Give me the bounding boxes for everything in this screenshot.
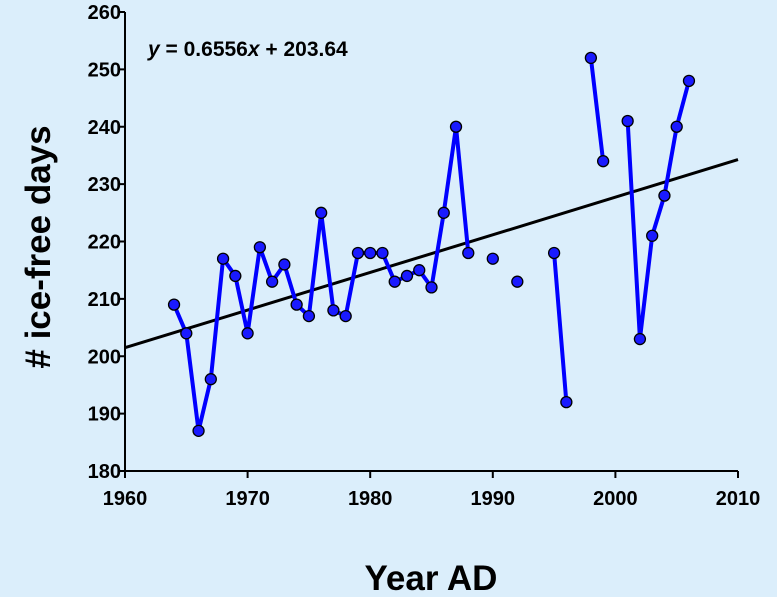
data-point bbox=[351, 246, 365, 260]
series-line bbox=[172, 124, 471, 433]
y-tick-label: 180 bbox=[88, 461, 121, 483]
data-point bbox=[413, 264, 426, 277]
x-tick-label: 2000 bbox=[593, 488, 638, 510]
ticks-layer: 1960 1970 1980 1990 2000 2010 180 190 200 210 220 2… bbox=[88, 2, 761, 510]
x-tick-label: 1970 bbox=[225, 488, 270, 510]
data-point bbox=[425, 281, 438, 294]
series-line bbox=[625, 78, 691, 342]
data-point bbox=[596, 155, 610, 168]
data-point bbox=[265, 275, 279, 288]
data-point bbox=[302, 309, 316, 323]
x-tick-label: 1980 bbox=[348, 488, 393, 510]
data-point bbox=[547, 246, 561, 260]
data-point bbox=[229, 269, 242, 283]
y-tick-label: 210 bbox=[88, 289, 121, 311]
y-axis-title: # ice-free days bbox=[19, 125, 58, 368]
data-point bbox=[658, 189, 671, 202]
data-point bbox=[621, 114, 634, 128]
series-line bbox=[588, 55, 606, 164]
data-point bbox=[376, 246, 389, 260]
data-point bbox=[682, 74, 696, 87]
data-point bbox=[486, 252, 499, 265]
data-point bbox=[167, 298, 181, 311]
data-point bbox=[241, 327, 254, 340]
data-point bbox=[388, 275, 401, 288]
data-point bbox=[437, 206, 450, 219]
regression-equation: y = 0.6556x + 203.64 bbox=[147, 38, 348, 61]
data-point bbox=[204, 373, 217, 386]
axes-layer bbox=[124, 12, 738, 472]
data-point bbox=[511, 275, 524, 288]
data-point bbox=[327, 304, 340, 317]
data-point bbox=[180, 327, 193, 340]
data-point bbox=[462, 246, 475, 260]
x-tick-label: 2010 bbox=[716, 488, 761, 510]
y-tick-label: 240 bbox=[88, 117, 121, 139]
y-tick-label: 200 bbox=[88, 346, 121, 368]
data-point bbox=[560, 395, 573, 409]
data-point bbox=[290, 298, 303, 311]
data-point bbox=[339, 309, 352, 323]
x-axis-title: Year AD bbox=[365, 559, 498, 597]
x-tick-label: 1990 bbox=[471, 488, 516, 510]
data-point bbox=[216, 252, 230, 265]
data-point bbox=[278, 258, 291, 271]
data-point bbox=[449, 120, 463, 133]
trend-layer bbox=[124, 158, 739, 350]
y-tick-label: 220 bbox=[88, 232, 121, 254]
data-point bbox=[400, 269, 414, 283]
data-point bbox=[364, 246, 377, 260]
data-point bbox=[192, 424, 205, 437]
data-point bbox=[584, 51, 598, 65]
y-tick-label: 260 bbox=[88, 2, 121, 24]
data-point bbox=[315, 206, 328, 219]
data-point bbox=[646, 229, 659, 242]
data-point bbox=[633, 332, 647, 346]
x-tick-label: 1960 bbox=[103, 488, 148, 510]
series-line bbox=[552, 250, 569, 405]
y-tick-label: 190 bbox=[88, 404, 121, 426]
trend-line bbox=[124, 158, 739, 350]
y-tick-label: 230 bbox=[88, 174, 121, 196]
data-point bbox=[253, 241, 267, 254]
data-point bbox=[670, 120, 683, 133]
series-layer bbox=[167, 51, 696, 437]
y-tick-label: 250 bbox=[88, 59, 121, 81]
